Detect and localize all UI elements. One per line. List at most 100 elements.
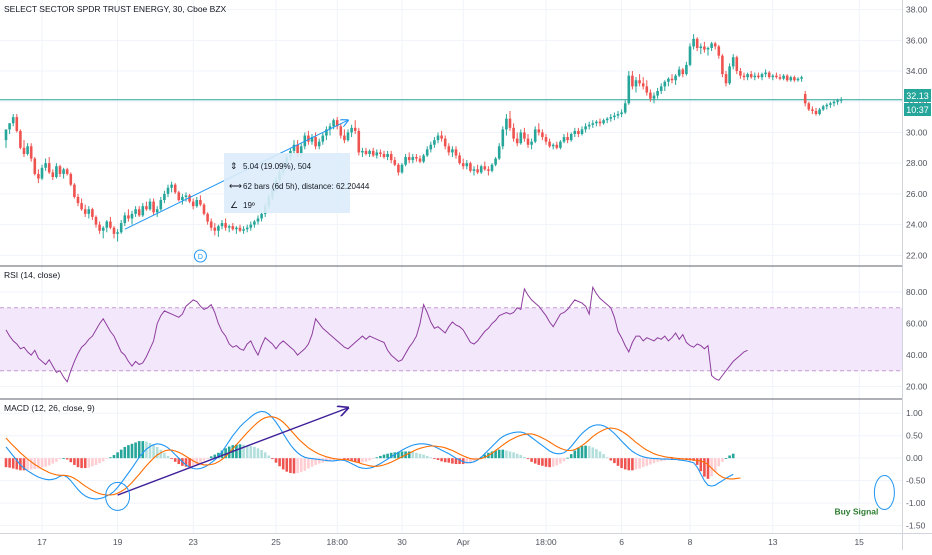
macd-histogram-bar bbox=[541, 458, 544, 466]
macd-histogram-bar bbox=[386, 453, 389, 459]
candle-body bbox=[742, 75, 746, 78]
candle-body bbox=[659, 86, 663, 91]
candle-body bbox=[451, 149, 454, 153]
candle-body bbox=[400, 164, 404, 173]
macd-histogram-bar bbox=[490, 451, 494, 459]
macd-histogram-bar bbox=[483, 454, 487, 459]
candle-body bbox=[407, 157, 411, 161]
macd-histogram-bar bbox=[166, 455, 170, 459]
candle-body bbox=[778, 77, 782, 79]
macd-histogram-bar bbox=[469, 458, 472, 463]
candle-body bbox=[166, 187, 170, 194]
candle-body bbox=[487, 169, 490, 171]
candle-body bbox=[721, 55, 724, 75]
macd-histogram-bar bbox=[580, 446, 584, 459]
macd-histogram-bar bbox=[519, 455, 523, 459]
candle-body bbox=[613, 115, 616, 118]
candle-body bbox=[559, 141, 562, 148]
dividend-marker[interactable]: D bbox=[193, 249, 207, 263]
macd-histogram-bar bbox=[134, 442, 137, 459]
candle-body bbox=[623, 103, 627, 113]
macd-histogram-bar bbox=[238, 444, 242, 459]
macd-histogram-bar bbox=[195, 458, 199, 465]
macd-histogram-bar bbox=[440, 458, 443, 462]
candle-body bbox=[692, 38, 695, 47]
macd-histogram-bar bbox=[656, 458, 659, 462]
macd-histogram-bar bbox=[645, 458, 649, 466]
candle-body bbox=[544, 137, 548, 142]
candle-body bbox=[811, 109, 814, 111]
macd-histogram-bar bbox=[80, 458, 83, 469]
candle-body bbox=[177, 192, 181, 201]
candle-body bbox=[785, 75, 789, 81]
candle-body bbox=[26, 146, 29, 154]
buy-signal-label[interactable]: Buy Signal bbox=[834, 507, 878, 517]
candle-body bbox=[803, 94, 807, 104]
candle-body bbox=[105, 221, 109, 228]
macd-histogram-bar bbox=[415, 452, 418, 459]
macd-histogram-bar bbox=[15, 458, 19, 470]
candle-body bbox=[321, 135, 325, 142]
candle-body bbox=[674, 75, 677, 81]
candle-body bbox=[238, 227, 242, 231]
candle-body bbox=[695, 38, 699, 48]
macd-histogram-bar bbox=[163, 452, 166, 459]
macd-histogram-bar bbox=[289, 458, 292, 474]
macd-histogram-bar bbox=[447, 458, 451, 463]
time-axis-label: Apr bbox=[457, 537, 470, 547]
macd-histogram-bar bbox=[703, 458, 706, 477]
candle-body bbox=[382, 153, 386, 158]
macd-low-circle[interactable] bbox=[105, 481, 131, 511]
candle-body bbox=[141, 206, 145, 216]
macd-histogram-bar bbox=[526, 458, 530, 460]
macd-histogram-bar bbox=[148, 442, 152, 459]
candle-body bbox=[22, 147, 26, 154]
candle-body bbox=[328, 126, 332, 130]
macd-histogram-bar bbox=[353, 458, 357, 462]
candle-body bbox=[681, 69, 685, 75]
rsi-band bbox=[0, 307, 902, 371]
candle-body bbox=[710, 43, 713, 48]
candle-body bbox=[418, 158, 422, 162]
candle-body bbox=[429, 144, 433, 150]
macd-trend-arrow[interactable] bbox=[117, 408, 348, 496]
candle-body bbox=[130, 213, 134, 219]
macd-histogram-bar bbox=[328, 458, 332, 462]
macd-histogram-bar bbox=[278, 458, 281, 467]
candle-body bbox=[94, 216, 98, 225]
candle-body bbox=[483, 166, 487, 170]
macd-histogram-bar bbox=[299, 458, 303, 473]
candle-body bbox=[249, 224, 253, 228]
candle-body bbox=[127, 215, 130, 219]
buy-signal-circle[interactable] bbox=[873, 475, 895, 511]
macd-histogram-bar bbox=[292, 458, 296, 474]
macd-histogram-bar bbox=[379, 455, 382, 459]
candle-body bbox=[818, 109, 821, 115]
macd-histogram-bar bbox=[364, 458, 368, 462]
candle-body bbox=[476, 169, 479, 173]
candle-body bbox=[800, 77, 803, 79]
macd-histogram-bar bbox=[123, 446, 127, 459]
macd-histogram-bar bbox=[548, 458, 551, 468]
macd-histogram-bar bbox=[433, 458, 436, 459]
macd-histogram-bar bbox=[598, 451, 602, 459]
macd-histogram-bar bbox=[119, 449, 123, 459]
candle-body bbox=[191, 201, 195, 207]
macd-line bbox=[5, 410, 734, 500]
macd-histogram-bar bbox=[429, 457, 433, 459]
candle-body bbox=[235, 227, 238, 230]
candle-body bbox=[213, 227, 217, 231]
macd-histogram-bar bbox=[159, 449, 163, 459]
candle-body bbox=[753, 75, 757, 78]
measure-tool-label[interactable]: ⇕ 5.04 (19.09%), 504 ⟷ 62 bars (6d 5h), … bbox=[224, 153, 370, 213]
macd-histogram-bar bbox=[638, 458, 641, 469]
candle-body bbox=[8, 123, 11, 130]
candle-body bbox=[839, 99, 843, 101]
candle-body bbox=[152, 201, 155, 213]
candle-body bbox=[227, 226, 231, 228]
macd-histogram-bar bbox=[508, 451, 512, 459]
candle-body bbox=[609, 117, 613, 119]
macd-histogram-bar bbox=[710, 458, 713, 477]
